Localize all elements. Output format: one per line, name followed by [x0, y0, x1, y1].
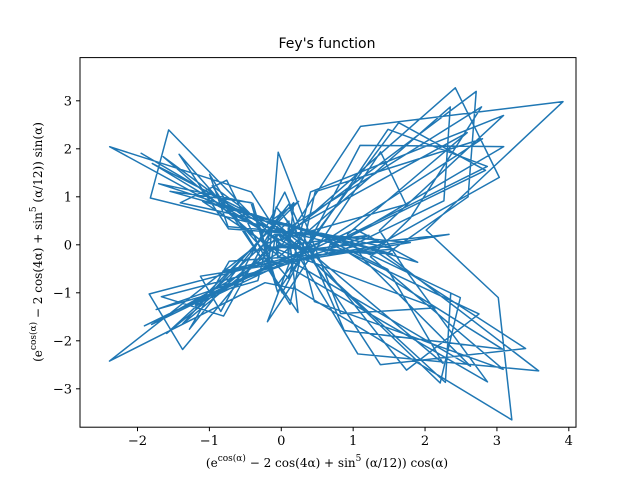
y-tick-label: 3 [64, 94, 72, 109]
x-tick-label: 4 [565, 434, 573, 449]
y-tick-label: 0 [64, 238, 72, 253]
y-tick-label: −2 [53, 334, 72, 349]
fey-curve-line [108, 87, 564, 421]
y-tick-label: −3 [53, 382, 72, 397]
x-axis-label: (ecos(α) − 2 cos(4α) + sin5 (α/12)) cos(… [206, 453, 448, 470]
chart-title: Fey's function [279, 36, 376, 52]
y-axis-ticks: −3 −2 −1 0 1 2 3 [53, 94, 80, 397]
x-tick-label: 2 [421, 434, 429, 449]
x-tick-label: −1 [200, 434, 219, 449]
y-tick-label: 1 [64, 190, 72, 205]
axes-frame [79, 57, 577, 428]
y-tick-label: 2 [64, 142, 72, 157]
plot-curve-layer [108, 87, 564, 421]
y-tick-label: −1 [53, 286, 72, 301]
x-tick-label: 0 [277, 434, 285, 449]
y-axis-label: (ecos(α) − 2 cos(4α) + sin5 (α/12)) sin(… [28, 122, 45, 362]
x-tick-label: 1 [349, 434, 357, 449]
x-tick-label: −2 [128, 434, 147, 449]
x-tick-label: 3 [493, 434, 501, 449]
x-axis-ticks: −2 −1 0 1 2 3 4 [128, 427, 573, 449]
